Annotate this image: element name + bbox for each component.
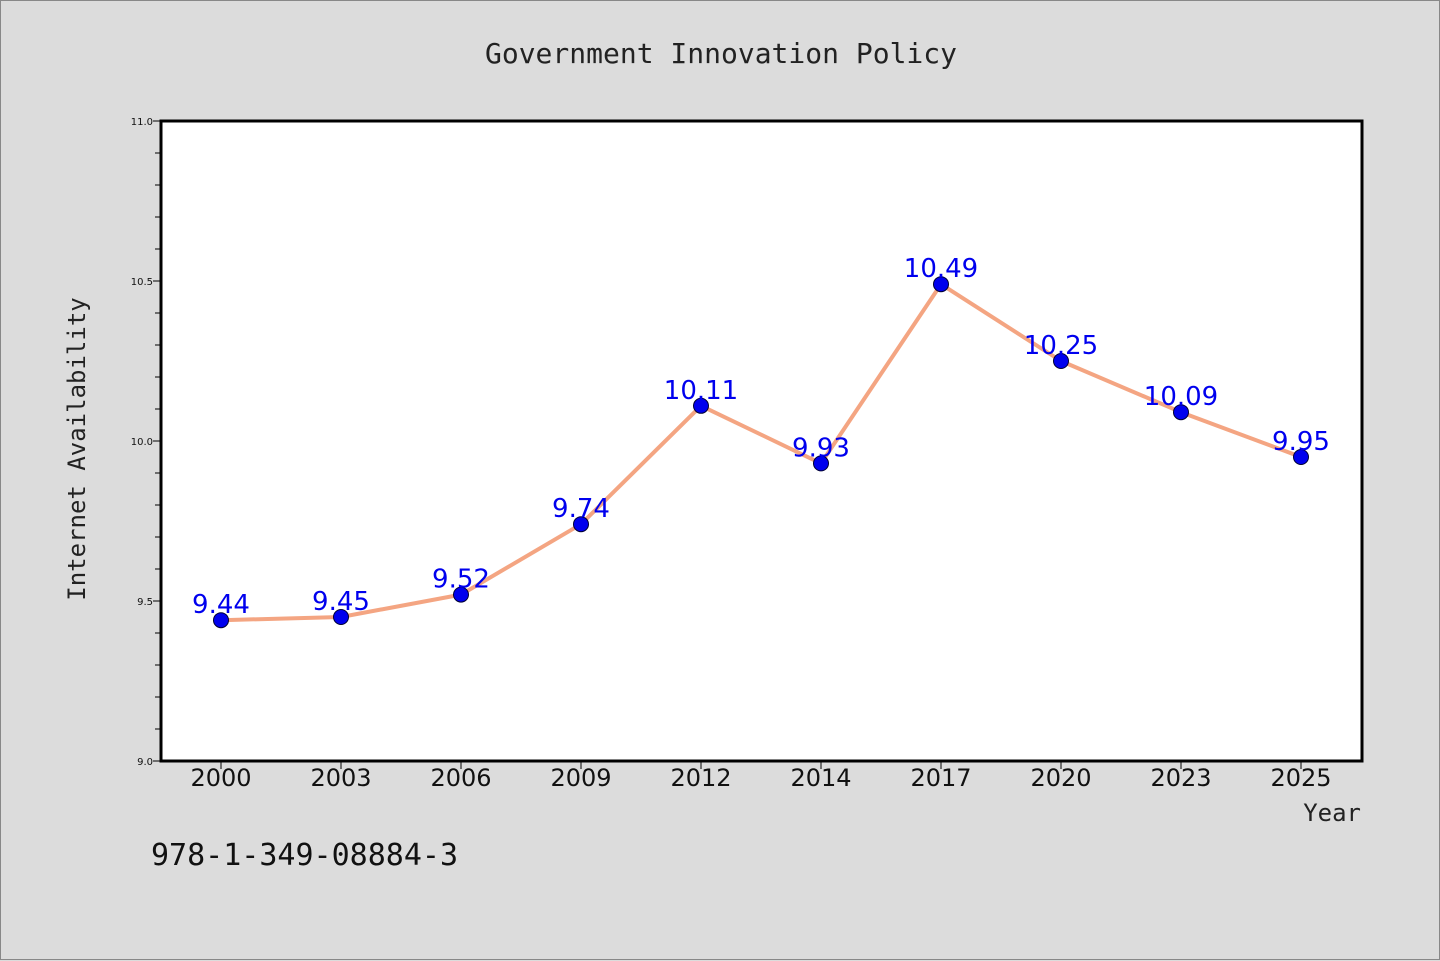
data-label: 9.52 (432, 565, 490, 595)
x-tick-label: 2012 (670, 764, 731, 792)
x-tick-label: 2025 (1270, 764, 1331, 792)
chart-title: Government Innovation Policy (485, 37, 957, 70)
y-axis-label: Internet Availability (63, 297, 91, 600)
data-label: 9.93 (792, 433, 850, 463)
data-point (1173, 404, 1189, 421)
x-tick-label: 2003 (310, 764, 371, 792)
y-axis: 9.0 9.5 10.0 10.5 11.0 (131, 117, 161, 768)
data-point (933, 276, 949, 293)
data-point (453, 586, 469, 603)
data-label: 10.09 (1144, 382, 1218, 412)
data-point (573, 516, 589, 533)
data-label: 10.11 (664, 376, 738, 406)
data-point (813, 455, 829, 472)
data-point (1293, 449, 1309, 465)
data-point (1053, 353, 1069, 369)
x-tick-label: 2020 (1030, 764, 1091, 792)
data-label: 9.95 (1272, 427, 1330, 457)
y-tick-label: 10.5 (131, 277, 153, 288)
y-tick-label: 11.0 (131, 117, 153, 128)
data-point (213, 612, 229, 629)
data-labels: 9.44 9.45 9.52 9.74 10.11 9.93 10.49 10.25 10.09… (192, 254, 1330, 620)
x-tick-label: 2006 (430, 764, 491, 792)
y-tick-label: 9.0 (137, 757, 153, 768)
data-label: 9.44 (192, 590, 250, 620)
x-axis-label: Year (1303, 799, 1361, 827)
y-tick-label: 10.0 (131, 437, 153, 448)
x-tick-label: 2000 (190, 764, 251, 792)
x-tick-label: 2017 (910, 764, 971, 792)
series-line (220, 282, 1302, 623)
data-label: 9.74 (552, 494, 610, 524)
footnote-isbn: 978-1-349-08884-3 (151, 838, 458, 873)
data-point (693, 397, 709, 414)
x-tick-label: 2014 (790, 764, 851, 792)
data-label: 10.25 (1024, 331, 1098, 361)
data-point (333, 609, 349, 625)
data-label: 9.45 (312, 587, 370, 617)
x-tick-label: 2023 (1150, 764, 1211, 792)
x-tick-label: 2009 (550, 764, 611, 792)
series-markers (213, 276, 1309, 629)
plot-area (159, 119, 1364, 763)
data-label: 10.49 (904, 254, 978, 284)
y-tick-label: 9.5 (137, 597, 153, 608)
x-axis: 2000 2003 2006 2009 2012 2014 2017 2020 2023 2025 (190, 761, 1332, 792)
